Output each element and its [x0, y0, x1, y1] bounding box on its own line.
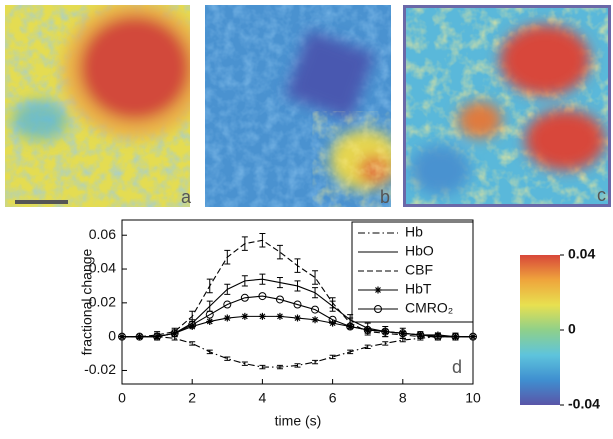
error-bar	[364, 344, 371, 349]
marker	[328, 315, 337, 324]
error-bar	[241, 361, 248, 366]
y-tick-label: 0	[108, 327, 116, 343]
marker	[223, 314, 231, 322]
error-bar	[241, 236, 248, 251]
error-bar	[329, 297, 336, 309]
x-tick-label: 2	[188, 390, 196, 406]
marker	[381, 327, 390, 336]
error-bar	[276, 364, 283, 370]
marker	[293, 300, 302, 309]
marker	[434, 331, 442, 339]
marker	[398, 329, 407, 338]
error-bar	[224, 356, 231, 361]
error-bar	[189, 341, 196, 346]
error-bar	[259, 273, 266, 285]
marker	[275, 295, 284, 304]
error-bar	[312, 287, 319, 299]
marker	[311, 316, 319, 324]
marker	[311, 305, 320, 314]
marker	[258, 312, 266, 320]
error-bar	[206, 300, 213, 312]
error-bar	[259, 364, 266, 370]
error-bar	[382, 341, 389, 346]
error-bar	[294, 363, 301, 368]
error-bar	[294, 280, 301, 292]
panel-label: c	[597, 185, 606, 205]
legend-label: HbO	[405, 243, 434, 259]
error-bar	[259, 233, 266, 248]
y-tick-label: 0.04	[89, 260, 116, 276]
marker	[135, 332, 144, 341]
series-line	[122, 336, 473, 368]
panel-label: a	[181, 187, 192, 207]
y-tick-label: 0.02	[89, 294, 116, 310]
panel-label: b	[380, 187, 390, 207]
image-a	[5, 5, 190, 207]
marker	[188, 323, 196, 331]
marker	[469, 332, 477, 341]
marker	[416, 330, 425, 339]
y-axis-label: fractional change	[79, 248, 95, 355]
legend	[351, 221, 474, 323]
marker	[205, 310, 214, 319]
x-tick-label: 8	[399, 390, 407, 406]
error-bar	[294, 258, 301, 273]
marker	[294, 314, 301, 322]
error-bar	[206, 278, 213, 294]
error-bar	[312, 270, 319, 285]
series-line	[122, 295, 473, 338]
marker	[363, 325, 372, 334]
error-bar	[312, 359, 319, 365]
legend-label: CBF	[405, 262, 433, 278]
x-axis-label: time (s)	[275, 413, 322, 429]
x-tick-label: 4	[259, 390, 267, 406]
legend-label: CMRO₂	[405, 300, 453, 316]
image-c	[403, 5, 611, 207]
y-tick-label: 0.06	[89, 226, 116, 242]
marker	[170, 329, 179, 338]
colorbar-tick-label: 0	[568, 321, 576, 337]
error-bar	[206, 349, 213, 355]
marker	[241, 312, 249, 320]
x-tick-label: 6	[329, 390, 337, 406]
marker	[374, 286, 382, 294]
panel-label: d	[452, 357, 462, 377]
marker	[374, 305, 382, 313]
colorbar-tick-label: -0.04	[568, 396, 600, 412]
marker	[451, 332, 460, 341]
error-bar	[329, 354, 336, 360]
error-bar	[276, 276, 283, 289]
y-tick-label: -0.02	[84, 361, 116, 377]
error-bar	[241, 275, 248, 287]
marker	[118, 332, 126, 341]
x-tick-label: 0	[118, 390, 126, 406]
marker	[240, 293, 249, 302]
colorbar	[520, 255, 560, 405]
error-bar	[347, 349, 354, 355]
legend-label: HbT	[405, 281, 432, 297]
colorbar-tick-label: 0.04	[568, 246, 595, 262]
marker	[223, 300, 232, 309]
error-bar	[276, 244, 283, 260]
error-bar	[224, 283, 231, 295]
marker	[153, 332, 162, 341]
marker	[206, 317, 214, 325]
error-bar	[224, 249, 231, 265]
legend-label: Hb	[405, 224, 423, 240]
marker	[433, 332, 442, 341]
marker	[188, 320, 197, 329]
marker	[346, 322, 355, 331]
x-tick-label: 10	[465, 390, 481, 406]
marker	[276, 312, 284, 320]
marker	[258, 292, 267, 301]
image-b	[205, 5, 391, 207]
